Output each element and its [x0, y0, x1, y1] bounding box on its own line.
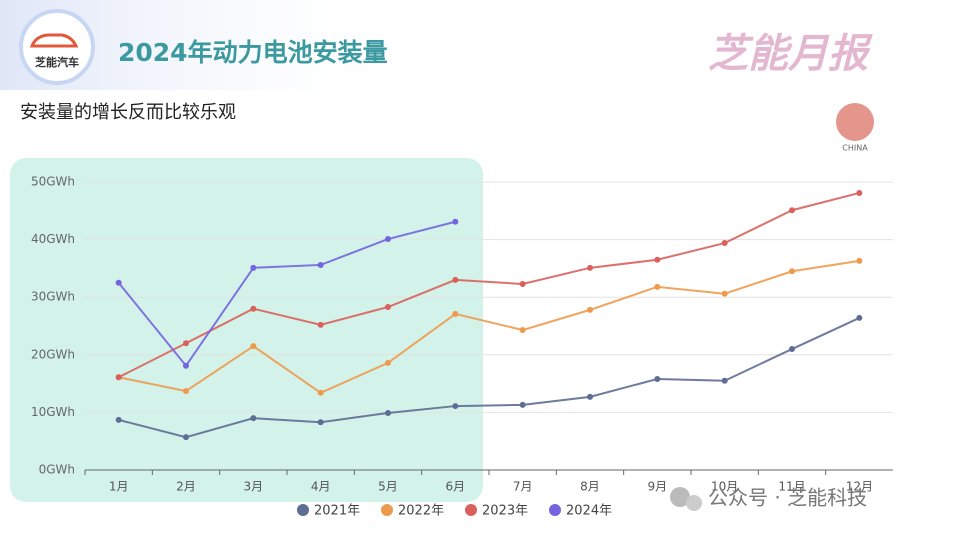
- data-point: [115, 416, 122, 423]
- data-point: [721, 240, 728, 247]
- y-tick-label: 20GWh: [31, 347, 75, 361]
- data-point: [789, 207, 795, 214]
- legend-swatch: [297, 504, 309, 516]
- x-tick-label: 6月: [446, 480, 466, 494]
- y-tick-label: 30GWh: [31, 290, 75, 304]
- data-point: [519, 327, 526, 334]
- y-tick-label: 0GWh: [39, 463, 75, 477]
- data-point: [721, 377, 728, 384]
- x-tick-label: 12月: [846, 480, 873, 494]
- data-point: [519, 280, 526, 287]
- data-point: [452, 310, 459, 317]
- series-line: [118, 317, 860, 439]
- data-point: [317, 419, 324, 426]
- data-point: [452, 403, 459, 410]
- data-point: [183, 340, 189, 347]
- data-point: [385, 303, 391, 310]
- series-line: [117, 220, 456, 368]
- header-title: 2024年动力电池安装量: [118, 38, 388, 67]
- data-point: [385, 236, 391, 243]
- legend-label: 2021年: [314, 504, 360, 519]
- legend-swatch: [465, 504, 477, 516]
- data-point: [385, 409, 391, 416]
- x-tick-label: 7月: [513, 480, 533, 494]
- data-point: [250, 305, 257, 312]
- series-line: [118, 191, 860, 379]
- data-point: [654, 283, 661, 290]
- x-tick-label: 8月: [580, 480, 600, 494]
- data-point: [317, 389, 324, 396]
- data-point: [183, 388, 189, 395]
- data-point: [587, 264, 593, 271]
- legend-swatch: [381, 504, 393, 516]
- series-line: [118, 259, 860, 394]
- data-point: [183, 362, 189, 369]
- watermark: 公众号 · 芝能科技: [708, 486, 867, 510]
- x-tick-label: 10月: [711, 480, 738, 494]
- legend-label: 2023年: [482, 504, 528, 519]
- data-point: [789, 346, 795, 353]
- data-point: [250, 415, 257, 422]
- brand: 芝能月报: [708, 31, 873, 77]
- y-tick-label: 40GWh: [31, 232, 75, 246]
- legend-label: 2022年: [398, 504, 444, 519]
- data-point: [452, 276, 459, 283]
- flag-label: CHINA: [842, 144, 868, 153]
- data-point: [654, 256, 661, 263]
- x-tick-label: 9月: [648, 480, 668, 494]
- data-point: [587, 306, 593, 313]
- data-point: [385, 359, 391, 366]
- data-point: [856, 189, 863, 196]
- legend-label: 2024年: [566, 504, 612, 519]
- data-point: [789, 268, 795, 275]
- wechat-icon: [686, 495, 702, 511]
- data-point: [654, 375, 661, 382]
- data-point: [250, 343, 257, 350]
- x-tick-label: 1月: [109, 480, 129, 494]
- legend-swatch: [549, 504, 561, 516]
- plot: 0GWh 10GWh 20GWh 30GWh 40GWh 50GWh 1月 2月 3月 4月 5月 6…: [31, 175, 893, 519]
- data-point: [856, 314, 863, 321]
- y-tick-label: 10GWh: [31, 405, 75, 419]
- data-point: [721, 290, 728, 297]
- x-tick-label: 4月: [311, 480, 331, 494]
- data-point: [519, 401, 526, 408]
- x-tick-label: 5月: [378, 480, 398, 494]
- x-tick-label: 11月: [778, 480, 805, 494]
- wechat-icon: [670, 487, 690, 507]
- data-point: [856, 257, 863, 264]
- flag: [836, 103, 874, 141]
- data-point: [317, 261, 324, 268]
- subtitle: 安装量的增长反而比较乐观: [20, 102, 236, 123]
- data-point: [183, 434, 189, 441]
- data-point: [587, 393, 593, 400]
- data-point: [452, 218, 459, 225]
- data-point: [115, 374, 122, 381]
- highlight: [10, 158, 483, 502]
- data-point: [250, 264, 257, 271]
- x-tick-label: 2月: [176, 480, 196, 494]
- y-tick-label: 50GWh: [31, 175, 75, 189]
- data-point: [317, 321, 324, 328]
- logo-text: 芝能汽车: [35, 55, 79, 69]
- logo-car: [29, 33, 79, 48]
- data-point: [115, 279, 122, 286]
- x-tick-label: 3月: [244, 480, 264, 494]
